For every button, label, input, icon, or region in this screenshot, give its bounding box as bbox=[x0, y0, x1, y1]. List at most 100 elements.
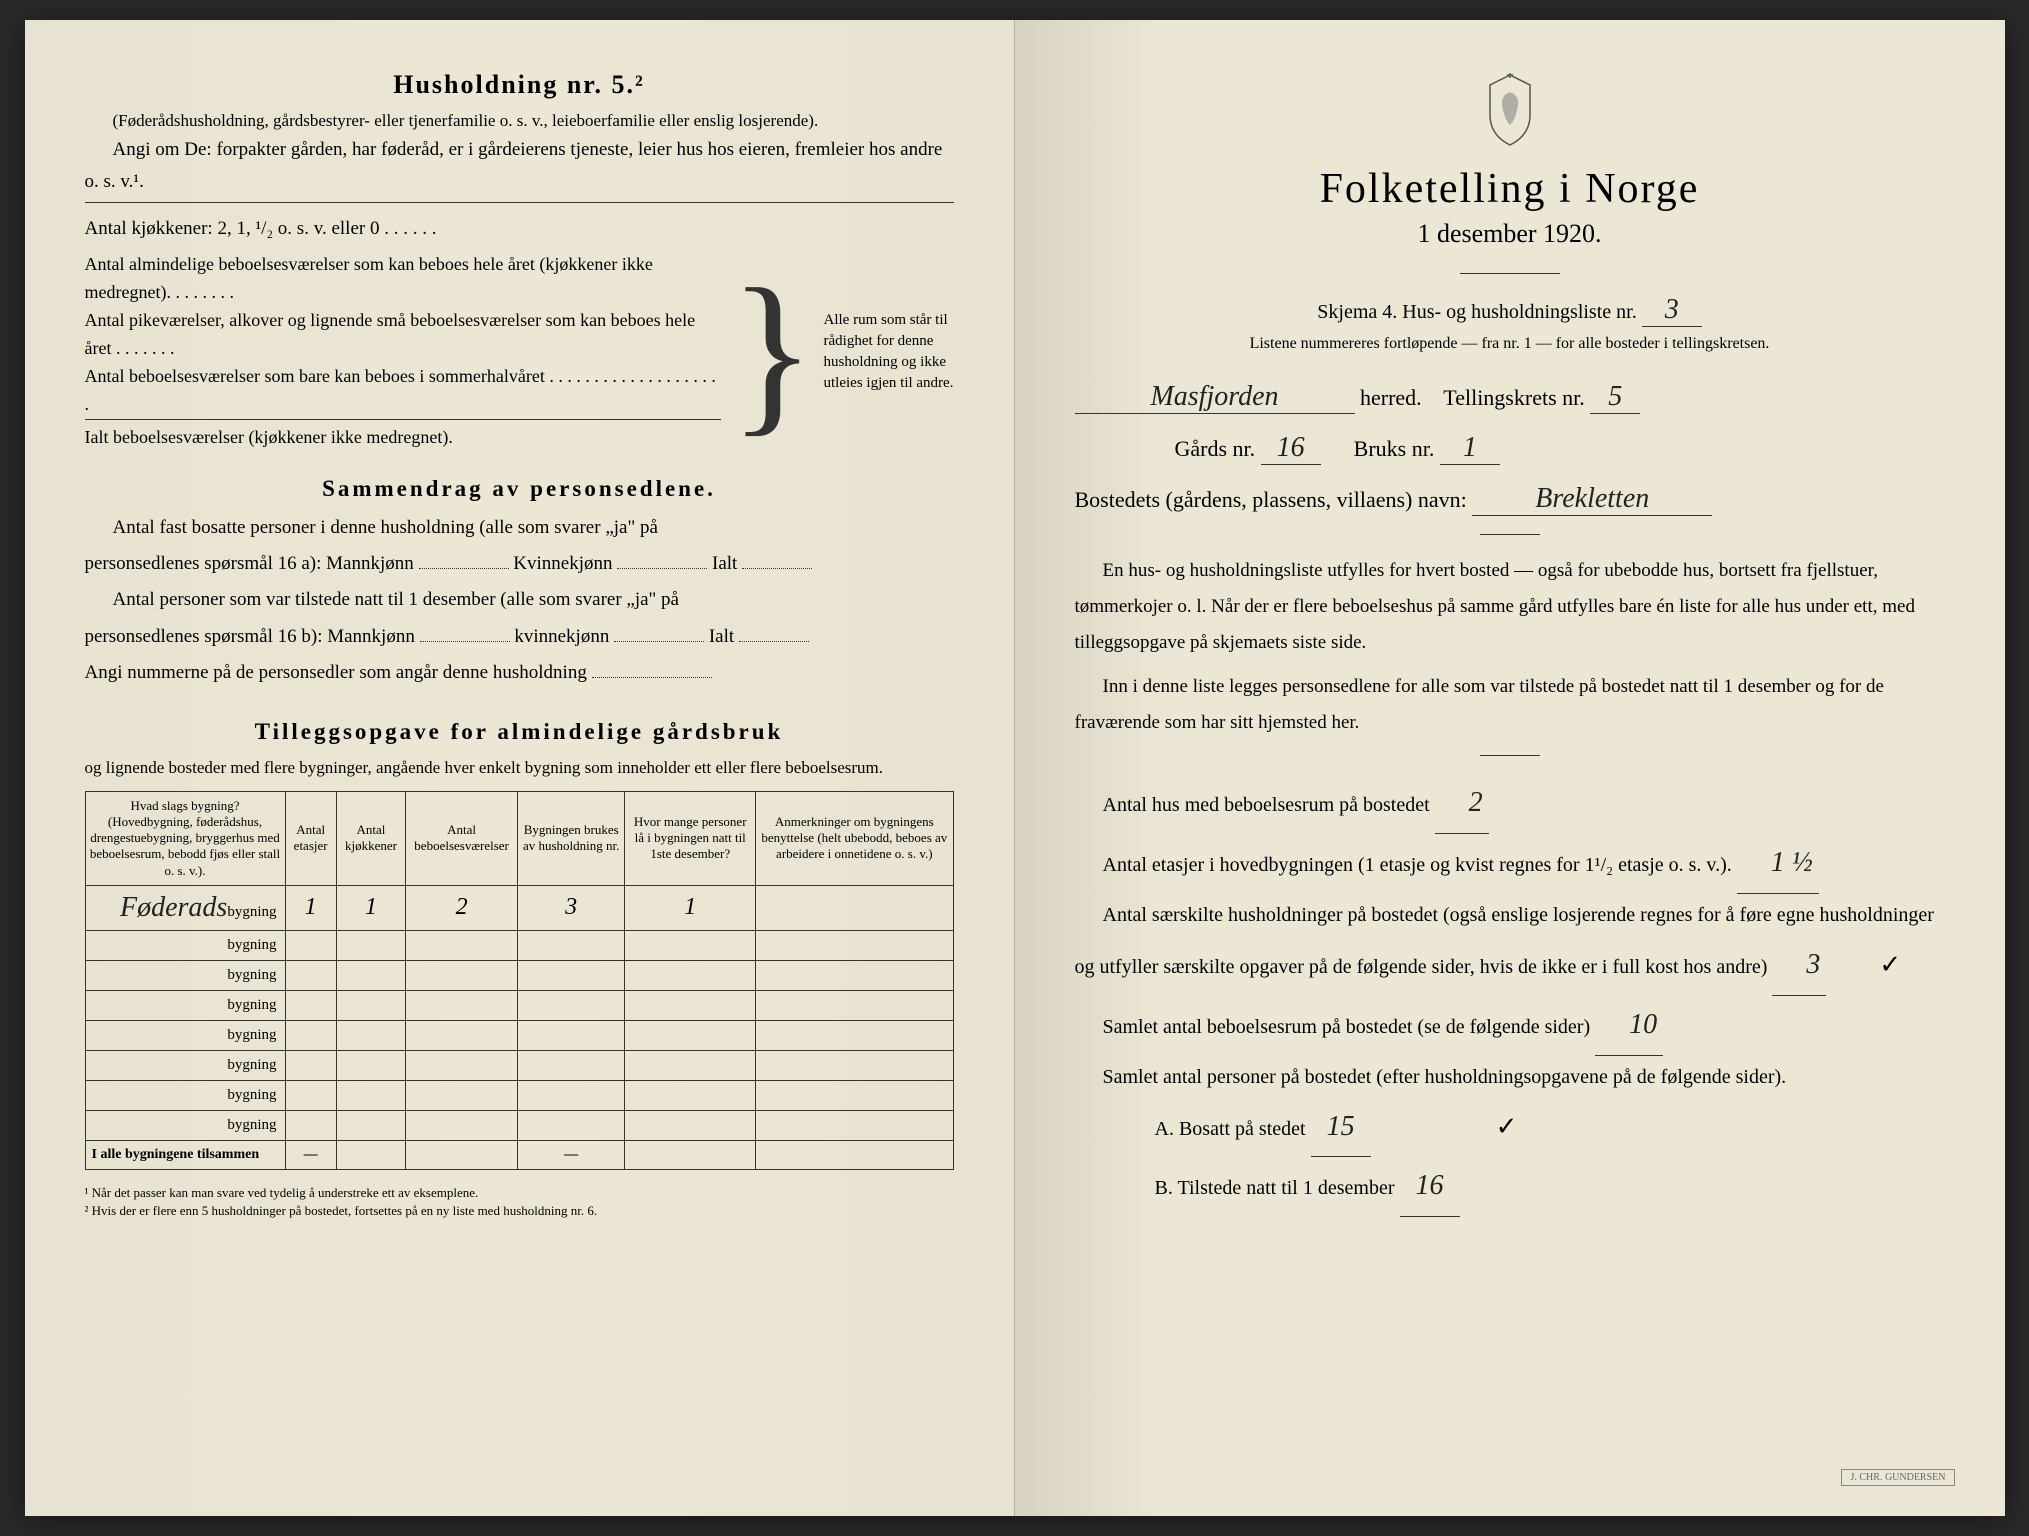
divider bbox=[1460, 273, 1560, 274]
bygning-suffix: bygning bbox=[227, 904, 276, 920]
q3-line: Antal særskilte husholdninger på bostede… bbox=[1075, 894, 1945, 996]
qB-line: B. Tilstede natt til 1 desember 16 bbox=[1075, 1157, 1945, 1217]
qA-check: ✓ bbox=[1496, 1100, 1518, 1155]
footnotes: ¹ Når det passer kan man svare ved tydel… bbox=[85, 1184, 954, 1220]
bosted-label: Bostedets (gårdens, plassens, villaens) … bbox=[1075, 487, 1467, 512]
th-beboel: Antal beboelsesværelser bbox=[406, 791, 518, 885]
liste-note: Listene nummereres fortløpende — fra nr.… bbox=[1075, 335, 1945, 353]
tillegg-title: Tilleggsopgave for almindelige gårdsbruk bbox=[85, 719, 954, 745]
divider2 bbox=[1480, 534, 1540, 535]
row1-type: Føderadsbygning bbox=[85, 885, 285, 930]
date-line: 1 desember 1920. bbox=[1075, 219, 1945, 249]
th-brukes: Bygningen brukes av husholdning nr. bbox=[518, 791, 625, 885]
ialt-label: Ialt bbox=[712, 553, 737, 574]
gards-nr: 16 bbox=[1261, 432, 1321, 465]
sum-row: I alle bygningene tilsammen — — bbox=[85, 1140, 953, 1169]
skjema-line: Skjema 4. Hus- og husholdningsliste nr. … bbox=[1075, 294, 1945, 327]
left-subheading: (Føderådshusholdning, gårdsbestyrer- ell… bbox=[85, 108, 954, 134]
s-line2b: personsedlenes spørsmål 16 b): Mannkjønn… bbox=[85, 621, 954, 653]
brace-rows: Antal almindelige beboelsesværelser som … bbox=[85, 251, 722, 451]
herred-label: herred. bbox=[1360, 385, 1422, 410]
document-spread: Husholdning nr. 5.² (Føderådshusholdning… bbox=[25, 20, 2005, 1516]
ialt-field2 bbox=[739, 641, 809, 642]
building-table-wrap: Hvad slags bygning? (Hovedbygning, føder… bbox=[85, 791, 954, 1170]
crest-icon bbox=[1075, 70, 1945, 155]
brace-block: Antal almindelige beboelsesværelser som … bbox=[85, 251, 954, 451]
underline bbox=[85, 202, 954, 203]
table-header-row: Hvad slags bygning? (Hovedbygning, føder… bbox=[85, 791, 953, 885]
p1-text: En hus- og husholdningsliste utfylles fo… bbox=[1075, 560, 1915, 653]
skjema-nr: 3 bbox=[1642, 294, 1702, 327]
skjema-pre: Skjema 4. Hus- og husholdningsliste nr. bbox=[1317, 301, 1636, 323]
curly-brace: } bbox=[729, 280, 815, 424]
s-line1a: Antal fast bosatte personer i denne hush… bbox=[85, 512, 954, 544]
herred-hand: Masfjorden bbox=[1075, 381, 1355, 414]
row-type: bygning bbox=[85, 1080, 285, 1110]
bruks-label: Bruks nr. bbox=[1354, 436, 1435, 461]
table-row: bygning bbox=[85, 1080, 953, 1110]
row1-hand: Føderads bbox=[120, 892, 227, 923]
row-type: bygning bbox=[85, 1110, 285, 1140]
th-kjokken: Antal kjøkkener bbox=[336, 791, 405, 885]
q4-val: 10 bbox=[1595, 996, 1663, 1056]
row-type: bygning bbox=[85, 960, 285, 990]
footnote-1: ¹ Når det passer kan man svare ved tydel… bbox=[85, 1184, 954, 1202]
th-type-title: Hvad slags bygning? bbox=[130, 798, 239, 813]
row1-c4: 3 bbox=[518, 885, 625, 930]
ialt-label2: Ialt bbox=[709, 626, 734, 647]
angi-field bbox=[592, 677, 712, 678]
row-type: bygning bbox=[85, 990, 285, 1020]
kvinne-field bbox=[617, 568, 707, 569]
row1-c6 bbox=[756, 885, 953, 930]
kjokkener-line: Antal kjøkkener: 2, 1, ¹/₂ o. s. v. elle… bbox=[85, 213, 954, 245]
q4-label: Samlet antal beboelsesrum på bostedet (s… bbox=[1103, 1016, 1591, 1038]
q3-check: ✓ bbox=[1851, 938, 1901, 993]
bosted-hand: Brekletten bbox=[1472, 483, 1712, 516]
row1-c3: 2 bbox=[406, 885, 518, 930]
s-line1b-text: personsedlenes spørsmål 16 a): Mannkjønn bbox=[85, 553, 414, 574]
building-table: Hvad slags bygning? (Hovedbygning, føder… bbox=[85, 791, 954, 1170]
divider3 bbox=[1480, 755, 1540, 756]
footnote-2: ² Hvis der er flere enn 5 husholdninger … bbox=[85, 1202, 954, 1220]
ialt-row: Ialt beboelsesværelser (kjøkkener ikke m… bbox=[85, 424, 722, 452]
s-line2a: Antal personer som var tilstede natt til… bbox=[85, 584, 954, 616]
gards-line: Gårds nr. 16 Bruks nr. 1 bbox=[1075, 432, 1945, 465]
q1-label: Antal hus med beboelsesrum på bostedet bbox=[1103, 794, 1430, 816]
q4-line: Samlet antal beboelsesrum på bostedet (s… bbox=[1075, 996, 1945, 1056]
q2-val: 1 ½ bbox=[1737, 834, 1819, 894]
kvinne-label: Kvinnekjønn bbox=[513, 553, 612, 574]
brace-row-1: Antal almindelige beboelsesværelser som … bbox=[85, 251, 722, 307]
table-row: bygning bbox=[85, 930, 953, 960]
row-type: bygning bbox=[85, 1020, 285, 1050]
q2-line: Antal etasjer i hovedbygningen (1 etasje… bbox=[1075, 834, 1945, 894]
table-row: bygning bbox=[85, 960, 953, 990]
printer-stamp: J. CHR. GUNDERSEN bbox=[1841, 1469, 1954, 1486]
bruks-nr: 1 bbox=[1440, 432, 1500, 465]
qA-label: A. Bosatt på stedet bbox=[1155, 1118, 1306, 1140]
brace-note: Alle rum som står til rådighet for denne… bbox=[824, 310, 954, 394]
ialt-field bbox=[742, 568, 812, 569]
row1-c2: 1 bbox=[336, 885, 405, 930]
q2-label: Antal etasjer i hovedbygningen (1 etasje… bbox=[1103, 854, 1732, 876]
left-page: Husholdning nr. 5.² (Føderådshusholdning… bbox=[25, 20, 1015, 1516]
kvinne-label2: kvinnekjønn bbox=[514, 626, 609, 647]
gards-label: Gårds nr. bbox=[1175, 436, 1256, 461]
krets-nr: 5 bbox=[1590, 381, 1640, 414]
krets-label: Tellingskrets nr. bbox=[1443, 385, 1584, 410]
th-anm: Anmerkninger om bygningens benyttelse (h… bbox=[756, 791, 953, 885]
row-type: bygning bbox=[85, 1050, 285, 1080]
row1-c1: 1 bbox=[285, 885, 336, 930]
qA-val: 15 bbox=[1311, 1098, 1371, 1158]
herred-line: Masfjorden herred. Tellingskrets nr. 5 bbox=[1075, 381, 1945, 414]
left-heading: Husholdning nr. 5.² bbox=[85, 70, 954, 100]
q1-val: 2 bbox=[1435, 774, 1489, 834]
sum-label: I alle bygningene tilsammen bbox=[85, 1140, 285, 1169]
s-angi-line: Angi nummerne på de personsedler som ang… bbox=[85, 657, 954, 689]
table-row: bygning bbox=[85, 1020, 953, 1050]
th-type-sub: (Hovedbygning, føderådshus, drengestueby… bbox=[90, 814, 280, 878]
s-angi-text: Angi nummerne på de personsedler som ang… bbox=[85, 662, 587, 683]
tillegg-sub: og lignende bosteder med flere bygninger… bbox=[85, 755, 954, 781]
mann-field bbox=[419, 568, 509, 569]
qB-label: B. Tilstede natt til 1 desember bbox=[1155, 1177, 1395, 1199]
q3-val: 3 bbox=[1772, 936, 1826, 996]
